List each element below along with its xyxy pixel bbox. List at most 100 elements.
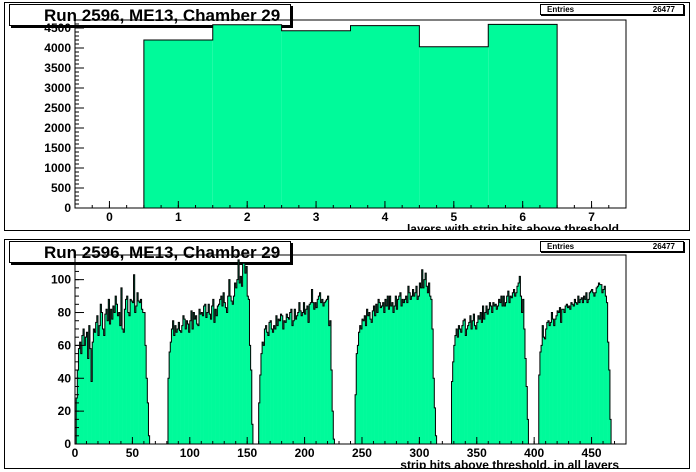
histogram-bin <box>270 320 272 444</box>
y-tick-label: 0 <box>64 201 71 215</box>
histogram-bin <box>219 299 222 444</box>
histogram-bin <box>581 297 583 444</box>
histogram-bin <box>268 322 271 444</box>
histogram-bin <box>194 319 196 444</box>
histogram-bin <box>265 325 268 444</box>
histogram-bin <box>207 312 209 444</box>
histogram-bin <box>498 299 501 444</box>
histogram-bin <box>146 378 148 444</box>
histogram-bin <box>177 328 179 444</box>
y-tick-label: 100 <box>51 273 71 287</box>
histogram-bin <box>457 337 459 444</box>
histogram-bin <box>275 315 278 444</box>
histogram-bin <box>514 296 517 444</box>
histogram-bin <box>504 305 506 444</box>
histogram-bin <box>549 325 551 444</box>
histogram-bin <box>363 320 365 444</box>
histogram-bin <box>96 315 99 444</box>
histogram-bin <box>456 328 458 444</box>
histogram-bin <box>289 312 292 444</box>
histogram-bin <box>569 309 572 444</box>
histogram-bin <box>461 325 464 444</box>
histogram-bin <box>128 315 131 444</box>
histogram-bin <box>589 292 591 444</box>
histogram-bin <box>271 328 273 444</box>
histogram-bin <box>143 312 146 444</box>
histogram-bin <box>383 312 386 444</box>
histogram-bin <box>502 305 504 444</box>
histogram-bin <box>513 289 515 444</box>
histogram-bin <box>451 381 453 444</box>
histogram-bin <box>355 394 357 444</box>
y-tick-label: 3500 <box>44 61 71 75</box>
histogram-bin <box>565 305 567 444</box>
histogram-bin <box>184 319 186 444</box>
stats-box: Entries 26477 <box>540 241 684 252</box>
histogram-bin <box>472 320 474 444</box>
histogram-bin <box>140 299 142 444</box>
histogram-bin <box>365 325 367 444</box>
x-tick-label: 4 <box>382 210 389 224</box>
histogram-bin <box>473 314 475 444</box>
histogram-bin <box>490 305 492 444</box>
histogram-bin <box>314 302 317 444</box>
histogram-bin <box>171 328 173 444</box>
histogram-bin <box>521 312 523 444</box>
histogram-bin <box>174 325 177 444</box>
histogram-bin <box>560 322 563 444</box>
histogram-bin <box>242 263 245 444</box>
histogram-bin <box>477 315 480 444</box>
histogram-bin <box>582 302 584 444</box>
histogram-bin <box>506 296 509 444</box>
histogram-bin <box>109 324 111 444</box>
x-tick-label: 2 <box>244 210 251 224</box>
histogram-bin <box>522 299 525 444</box>
histogram-bin <box>181 325 184 444</box>
histogram-bin <box>384 299 387 444</box>
histogram-bin <box>576 304 579 444</box>
histogram-bin <box>295 319 297 444</box>
histogram-bin <box>468 322 471 444</box>
histogram-bin <box>201 312 203 444</box>
histogram-bin <box>226 312 228 444</box>
histogram-bin <box>373 305 375 444</box>
histogram-bin <box>406 302 409 444</box>
histogram-bin <box>518 282 520 444</box>
histogram-bin <box>553 325 556 444</box>
histogram-bin <box>551 312 553 444</box>
histogram-bin <box>550 322 552 444</box>
histogram-bin <box>542 325 544 444</box>
histogram-bin <box>492 302 495 444</box>
histogram-bin <box>545 328 548 444</box>
histogram-bin <box>280 314 282 444</box>
histogram-bin <box>243 263 246 444</box>
histogram-bin <box>225 307 227 444</box>
histogram-bin <box>482 305 484 444</box>
histogram-bin <box>101 312 103 444</box>
x-tick-label: 150 <box>237 446 257 460</box>
x-tick-label: 6 <box>519 210 526 224</box>
histogram-bin <box>367 315 370 444</box>
stats-entries-value: 26477 <box>652 242 675 251</box>
histogram-bin <box>584 299 587 444</box>
histogram-bin <box>95 322 98 444</box>
histogram-bin <box>205 317 208 444</box>
histogram-bin <box>120 287 123 444</box>
histogram-bin <box>413 296 416 444</box>
histogram-bin <box>216 315 218 444</box>
histogram-bin <box>211 305 214 444</box>
histogram-bin <box>396 309 398 444</box>
histogram-bin <box>583 296 585 444</box>
histogram-bin <box>465 335 467 444</box>
histogram-bin <box>179 330 181 444</box>
histogram-bin <box>487 314 489 444</box>
histogram-bin <box>190 310 193 444</box>
histogram-bin <box>297 312 300 444</box>
histogram-bin <box>110 309 113 444</box>
histogram-bin <box>233 296 235 444</box>
histogram-bin <box>305 309 308 444</box>
histogram-bin <box>127 312 130 444</box>
y-tick-label: 3000 <box>44 81 71 95</box>
histogram-bin <box>249 345 251 444</box>
histogram-bin <box>278 319 280 444</box>
